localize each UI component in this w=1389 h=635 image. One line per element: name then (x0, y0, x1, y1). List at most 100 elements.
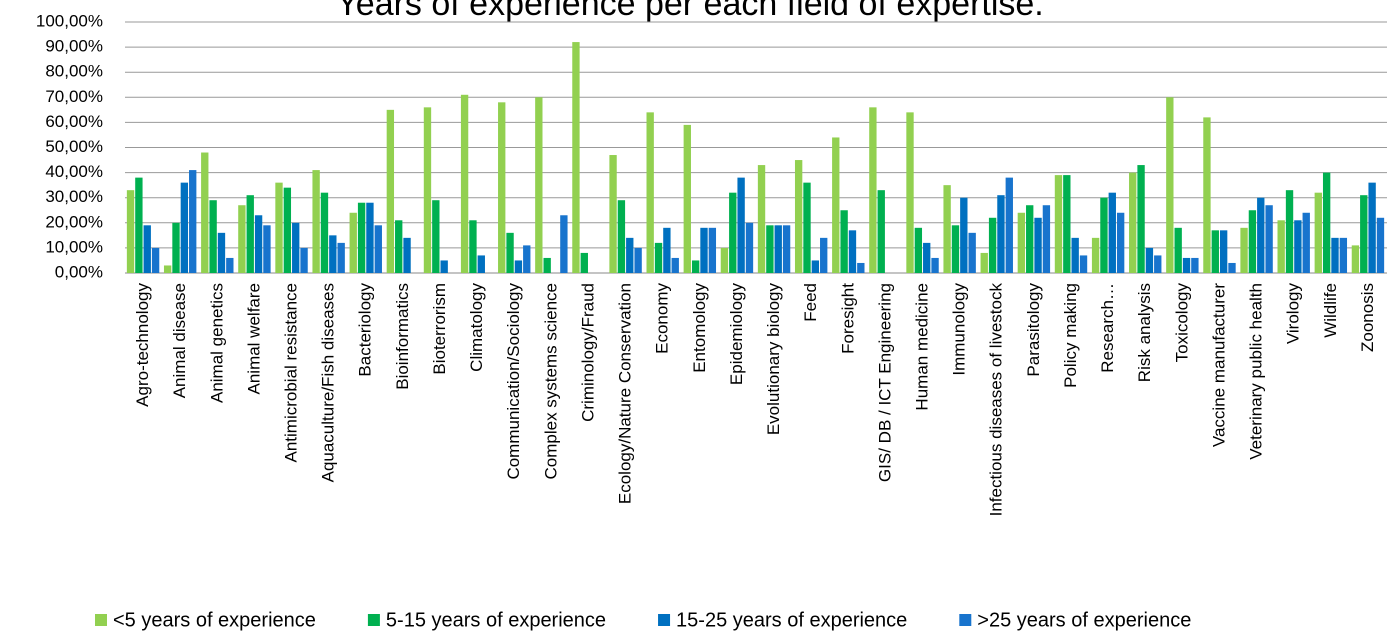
bar (811, 260, 820, 273)
bar (217, 232, 226, 273)
bar (757, 165, 766, 273)
bar (1368, 182, 1376, 273)
legend-label: 5-15 years of experience (386, 609, 606, 631)
bar (440, 260, 448, 273)
bar (1219, 230, 1228, 273)
x-tick-label: Veterinary public health (1247, 283, 1266, 460)
chart-title: Years of experience per each field of ex… (336, 0, 1044, 23)
bar (1017, 212, 1026, 273)
y-tick-label: 0,00% (55, 262, 103, 281)
bar (840, 210, 848, 273)
bar (1294, 220, 1302, 273)
bar (634, 247, 642, 273)
bar (180, 182, 189, 273)
bar (988, 217, 997, 273)
x-tick-label: Wildlife (1321, 283, 1340, 338)
bar (1005, 177, 1013, 273)
bar (126, 190, 135, 273)
bar (609, 155, 617, 273)
y-tick-label: 40,00% (45, 162, 103, 181)
bar (1054, 175, 1063, 273)
x-tick-label: Toxicology (1172, 283, 1191, 363)
bar (1322, 172, 1331, 273)
y-tick-label: 80,00% (45, 62, 103, 81)
bar (300, 247, 308, 273)
x-tick-label: Agro-technology (133, 283, 152, 407)
bar (506, 232, 514, 273)
bar (1191, 257, 1199, 273)
x-tick-label: Policy making (1061, 283, 1080, 388)
legend-swatch (367, 614, 380, 626)
bar (1277, 220, 1285, 273)
x-tick-label: Bacteriology (356, 283, 375, 377)
bar (803, 182, 811, 273)
bar (1079, 255, 1088, 273)
bar (1063, 175, 1071, 273)
bar (1026, 205, 1034, 273)
bar (654, 242, 663, 273)
x-tick-label: Research… (1098, 283, 1117, 373)
bar (1302, 212, 1310, 273)
legend-label: >25 years of experience (977, 609, 1191, 631)
bar (1042, 205, 1051, 273)
bar (254, 215, 263, 273)
bar (201, 152, 209, 273)
bar (395, 220, 403, 273)
y-tick-label: 60,00% (45, 112, 103, 131)
bar (914, 227, 923, 273)
x-tick-label: Ecology/Nature Conservation (616, 283, 635, 504)
legend-swatch (959, 614, 972, 626)
legend-label: 15-25 years of experience (676, 609, 907, 631)
bar (238, 205, 246, 273)
bar (523, 245, 531, 273)
bar (691, 260, 700, 273)
bar (820, 237, 828, 273)
x-tick-label: Virology (1284, 283, 1303, 345)
bar (1376, 217, 1385, 273)
x-tick-label: Complex systems science (541, 283, 560, 480)
x-tick-label: Parasitology (1024, 283, 1043, 377)
bar (832, 137, 840, 273)
bar (209, 200, 217, 273)
bar (283, 187, 292, 273)
x-tick-label: Evolutionary biology (764, 283, 783, 436)
bar (246, 195, 254, 273)
bar (560, 215, 568, 273)
bar (1351, 245, 1360, 273)
x-tick-label: Zoonosis (1358, 283, 1377, 352)
x-tick-label: Bioinformatics (393, 283, 412, 390)
legend-swatch (658, 614, 671, 626)
bar (869, 107, 877, 273)
bar (943, 185, 951, 273)
x-tick-label: Human medicine (913, 283, 932, 411)
bar (386, 109, 395, 273)
x-tick-label: Risk analysis (1135, 283, 1154, 382)
bar (349, 212, 357, 273)
y-tick-label: 30,00% (45, 187, 103, 206)
bar (708, 227, 717, 273)
bar (980, 252, 988, 273)
bar (951, 225, 960, 273)
bar (1182, 257, 1191, 273)
bar (1174, 227, 1182, 273)
x-tick-label: Criminology/Fraud (578, 283, 597, 422)
bar (172, 222, 180, 273)
bar (329, 235, 337, 273)
x-tick-label: Bioterrorism (430, 283, 449, 375)
bar (968, 232, 976, 273)
x-tick-label: Communication/Sociology (504, 283, 523, 480)
bar (374, 225, 382, 273)
bar (163, 265, 172, 273)
x-tick-label: Animal welfare (244, 283, 263, 395)
bar (663, 227, 671, 273)
x-tick-label: Aquaculture/Fish diseases (319, 283, 338, 482)
y-tick-label: 10,00% (45, 237, 103, 256)
bar (671, 257, 679, 273)
x-tick-label: Animal disease (170, 283, 189, 398)
x-tick-label: Foresight (838, 283, 857, 354)
bar (275, 182, 283, 273)
bar (263, 225, 271, 273)
bar (432, 200, 440, 273)
x-tick-label: Feed (801, 283, 820, 322)
